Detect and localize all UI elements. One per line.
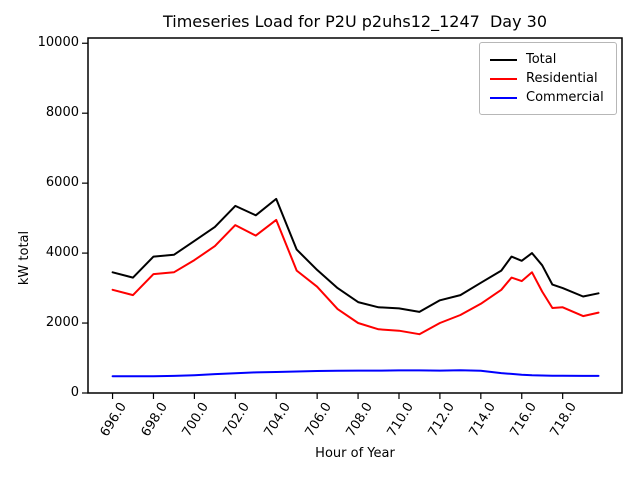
legend-line-swatch <box>490 96 517 99</box>
axes-spines <box>87 37 623 394</box>
y-tick-label: 2000 <box>45 315 79 331</box>
x-axis-label: Hour of Year <box>315 446 395 461</box>
y-tick-label: 0 <box>70 385 79 400</box>
legend-label: Commercial <box>526 90 604 105</box>
legend-line-swatch <box>490 58 517 61</box>
y-tick-label: 6000 <box>45 175 79 191</box>
legend-label: Total <box>526 52 557 67</box>
legend-item-total: Total <box>490 50 606 69</box>
legend-label: Residential <box>526 71 598 86</box>
legend-line-swatch <box>490 77 517 80</box>
chart-title: Timeseries Load for P2U p2uhs12_1247 Day… <box>162 12 548 31</box>
series-line-commercial <box>111 369 600 378</box>
series-line-residential <box>111 218 600 336</box>
legend-item-commercial: Commercial <box>490 88 606 107</box>
y-axis-label: kW total <box>17 230 32 286</box>
y-tick-label: 10000 <box>37 35 79 51</box>
legend: Total Residential Commercial <box>479 42 617 115</box>
y-tick-label: 8000 <box>45 105 79 121</box>
legend-item-residential: Residential <box>490 69 606 88</box>
series-line-total <box>111 197 600 313</box>
y-tick-label: 4000 <box>45 245 79 261</box>
